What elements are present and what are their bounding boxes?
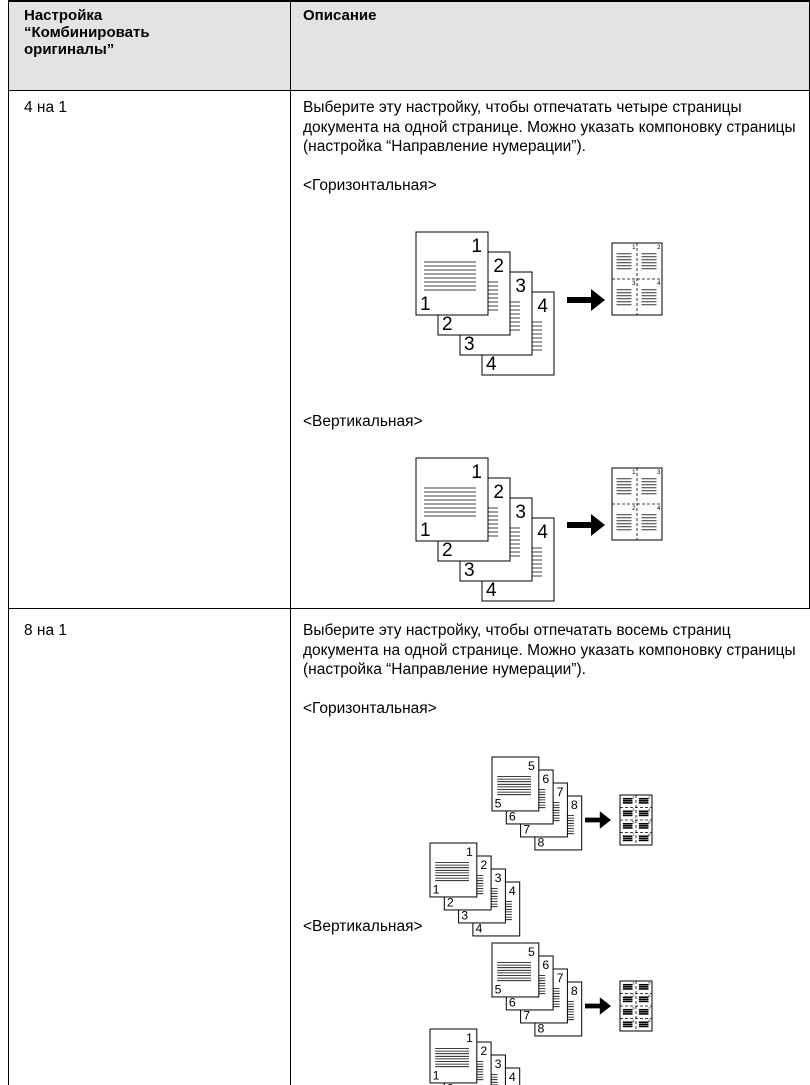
page-number: 1 [632,245,636,251]
page-number: 8 [571,798,578,812]
header-cell: Описание [303,7,377,24]
page-number: 2 [648,795,651,800]
figure-label: <Горизонтальная> [303,177,437,194]
page-number: 2 [632,993,635,998]
page-number: 4 [509,1070,516,1084]
page-number: 8 [571,984,578,998]
page-number: 4 [509,884,516,898]
page-number: 6 [509,996,516,1010]
border [8,608,810,609]
setting-name: 4 на 1 [24,99,68,116]
page-number: 3 [515,276,526,297]
page-number: 2 [493,482,504,503]
description: Выберите эту настройку, чтобы отпечатать… [303,99,796,155]
page-number: 2 [493,256,504,277]
page-number: 6 [648,820,651,825]
page-number: 1 [420,294,431,315]
page-number: 8 [538,1022,545,1036]
page-number: 3 [632,1006,635,1011]
page-number: 6 [542,958,549,972]
page-number: 6 [648,993,651,998]
setting-name: 8 на 1 [24,622,68,639]
page-number: 4 [537,296,548,317]
figure-label: <Вертикальная> [303,918,423,935]
page-number: 1 [632,981,635,986]
page-number: 4 [657,281,661,287]
arrow [585,997,611,1015]
page [415,231,489,316]
page-number: 5 [495,983,502,997]
page-number: 4 [486,580,497,601]
page-number: 5 [528,759,535,773]
page-number: 2 [442,314,453,335]
page-number: 1 [471,236,482,257]
page-number: 1 [632,795,635,800]
page-number: 1 [466,1031,473,1045]
page-number: 3 [657,470,661,476]
page-number: 2 [447,896,454,910]
page-number: 1 [420,520,431,541]
page-number: 7 [557,971,564,985]
page-number: 1 [632,470,636,476]
page-number: 5 [528,945,535,959]
page-number: 2 [480,858,487,872]
page-number: 5 [648,981,651,986]
page-number: 2 [657,245,661,251]
page-number: 4 [537,522,548,543]
page-number: 3 [495,871,502,885]
page-number: 1 [433,883,440,897]
border [8,90,810,91]
page-number: 3 [495,1057,502,1071]
page-number: 5 [495,797,502,811]
page-number: 3 [632,807,635,812]
page-number: 1 [466,845,473,859]
description: Выберите эту настройку, чтобы отпечатать… [303,622,796,678]
page-number: 8 [538,836,545,850]
figure: 887766554433221115263748 [429,942,653,1085]
page-number: 2 [480,1044,487,1058]
page-number: 8 [648,1018,651,1023]
page-number: 4 [648,807,651,812]
page-number: 7 [523,1009,530,1023]
page-number: 2 [442,540,453,561]
page-number: 3 [461,909,468,923]
page-number: 6 [542,772,549,786]
page-number: 3 [632,281,636,287]
page-number: 5 [632,820,635,825]
page-number: 7 [557,785,564,799]
page-number: 8 [648,832,651,837]
page-number: 7 [648,1006,651,1011]
arrow [567,289,605,311]
border [8,0,9,1085]
page-number: 4 [657,506,661,512]
page-number: 4 [476,922,483,936]
page-number: 4 [632,1018,635,1023]
page-number: 6 [509,810,516,824]
page-number: 1 [433,1069,440,1083]
arrow [585,811,611,829]
page [415,457,489,542]
page-number: 1 [471,462,482,483]
page-number: 4 [486,354,497,375]
figure-label: <Вертикальная> [303,413,423,430]
border [290,0,291,1085]
page-number: 3 [464,334,475,355]
figure-label: <Горизонтальная> [303,700,437,717]
page-number: 3 [464,560,475,581]
header-cell: Настройка “Комбинировать оригиналы” [24,7,150,58]
page-number: 7 [523,823,530,837]
page-number: 7 [632,832,635,837]
page-number: 2 [632,506,636,512]
arrow [567,514,605,536]
page-number: 3 [515,502,526,523]
header-row [8,0,810,90]
